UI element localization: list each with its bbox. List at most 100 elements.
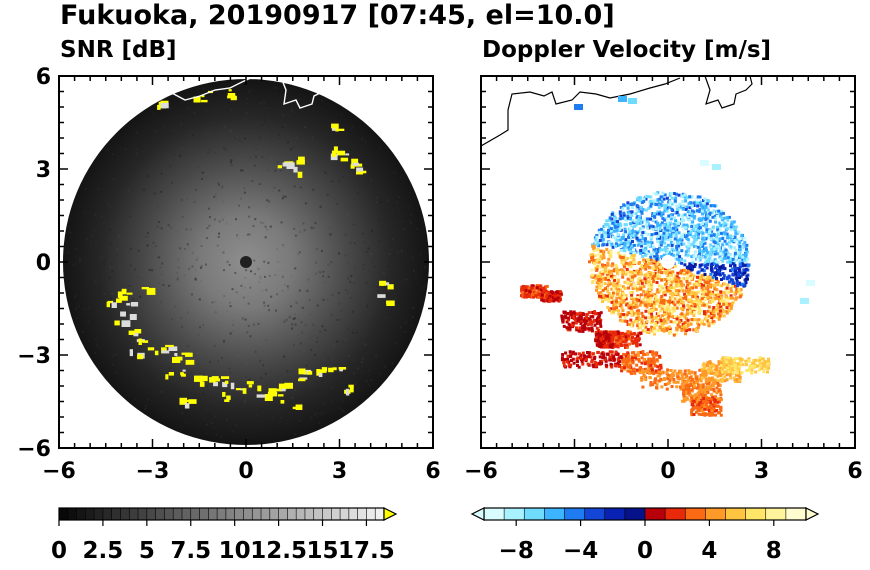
doppler-echo-cell: [693, 245, 696, 249]
colorbar-swatch: [375, 508, 385, 520]
doppler-echo-cell: [636, 324, 640, 328]
snr-speckle: [209, 360, 212, 363]
doppler-echo-cell: [707, 199, 711, 203]
doppler-echo-cell: [633, 339, 637, 343]
doppler-echo-cell: [636, 311, 640, 315]
doppler-echo-cell: [673, 303, 677, 307]
snr-speckle: [261, 156, 264, 159]
doppler-echo-cell: [589, 355, 593, 359]
snr-speckle: [367, 383, 370, 386]
snr-speckle: [162, 125, 165, 128]
doppler-echo-cell: [575, 360, 579, 364]
doppler-echo-cell: [734, 269, 737, 273]
snr-speckle: [244, 116, 247, 119]
doppler-echo-cell: [681, 380, 685, 384]
doppler-echo-cell: [620, 369, 624, 373]
snr-speckle: [164, 151, 167, 154]
doppler-echo-cell: [667, 331, 671, 335]
doppler-echo-cell: [655, 237, 659, 241]
doppler-echo-cell: [696, 257, 700, 261]
doppler-echo-cell: [558, 290, 562, 294]
doppler-echo-cell: [727, 368, 731, 372]
snr-speckle: [291, 107, 293, 110]
doppler-echo-cell: [701, 290, 705, 294]
snr-speckle: [340, 345, 343, 348]
doppler-echo-cell: [566, 328, 570, 332]
doppler-echo-cell: [665, 196, 669, 200]
snr-echo-cell: [129, 349, 133, 357]
snr-speckle: [379, 372, 382, 375]
doppler-echo-cell: [598, 257, 602, 261]
snr-speckle: [120, 316, 122, 319]
snr-speckle: [217, 360, 219, 363]
snr-speckle: [177, 258, 180, 261]
doppler-echo-cell: [667, 280, 671, 284]
snr-speckle: [197, 165, 200, 168]
doppler-echo-cell: [729, 289, 733, 293]
doppler-echo-cell: [679, 270, 683, 274]
doppler-echo-cell: [606, 352, 610, 356]
snr-speckle: [359, 388, 362, 391]
doppler-echo-cell: [593, 259, 597, 263]
snr-speckle: [274, 431, 277, 434]
snr-speckle: [212, 370, 215, 373]
snr-speckle: [252, 225, 255, 228]
snr-speckle: [412, 228, 415, 231]
doppler-echo-cell: [740, 233, 744, 237]
doppler-echo-cell: [704, 200, 708, 204]
doppler-echo-cell: [716, 261, 720, 265]
doppler-echo-cell: [587, 317, 591, 321]
doppler-echo-cell: [724, 295, 728, 299]
snr-speckle: [208, 224, 211, 227]
snr-speckle: [84, 188, 87, 191]
doppler-echo-cell: [626, 203, 630, 207]
doppler-echo-cell: [650, 309, 654, 313]
doppler-echo-cell: [656, 288, 660, 292]
doppler-echo-cell: [607, 257, 611, 261]
doppler-echo-cell: [637, 230, 641, 234]
doppler-echo-cell: [616, 285, 620, 289]
snr-speckle: [364, 202, 367, 205]
snr-speckle: [262, 222, 265, 225]
doppler-echo-cell: [635, 208, 639, 212]
snr-speckle: [331, 263, 334, 266]
doppler-echo-cell: [579, 356, 583, 360]
snr-speckle: [331, 242, 333, 245]
doppler-echo-cell: [695, 228, 699, 232]
doppler-echo-cell: [738, 240, 742, 244]
doppler-echo-cell: [638, 267, 642, 271]
doppler-echo-cell: [651, 267, 655, 271]
snr-speckle: [221, 184, 224, 187]
snr-speckle: [190, 130, 193, 133]
doppler-echo-cell: [659, 204, 663, 208]
doppler-echo-cell: [667, 276, 670, 280]
doppler-echo-cell: [645, 320, 649, 324]
doppler-echo-cell: [693, 210, 697, 214]
doppler-echo-cell: [609, 250, 613, 254]
doppler-echo-cell: [674, 292, 678, 296]
doppler-echo-cell: [738, 254, 742, 258]
doppler-echo-cell: [672, 320, 676, 324]
doppler-echo-cell: [733, 251, 737, 255]
snr-speckle: [287, 407, 290, 410]
doppler-echo-cell: [731, 257, 735, 261]
doppler-echo-cell: [717, 209, 721, 213]
doppler-echo-cell: [708, 276, 712, 280]
snr-speckle: [274, 114, 277, 117]
doppler-echo-cell: [701, 370, 705, 374]
doppler-echo-cell: [688, 265, 691, 269]
doppler-echo-cell: [725, 373, 729, 377]
doppler-echo-cell: [635, 269, 639, 273]
snr-echo-cell: [331, 126, 337, 131]
doppler-echo-cell: [643, 323, 647, 327]
doppler-echo-cell: [562, 360, 566, 364]
doppler-echo-cell: [662, 197, 666, 201]
doppler-echo-cell: [618, 360, 622, 364]
snr-speckle: [412, 270, 415, 272]
snr-speckle: [157, 281, 160, 284]
doppler-echo-cell: [678, 238, 682, 242]
doppler-echo-cell: [618, 210, 622, 214]
doppler-echo-cell: [712, 321, 715, 325]
snr-speckle: [230, 159, 233, 162]
snr-speckle: [95, 241, 98, 244]
